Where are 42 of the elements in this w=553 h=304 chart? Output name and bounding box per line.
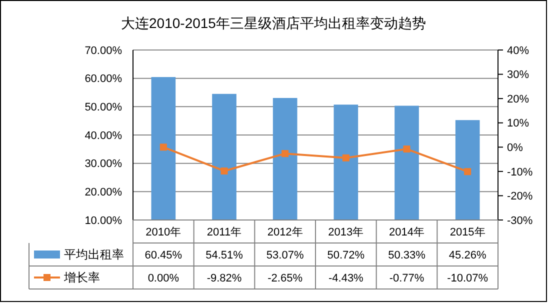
y2-tick-label: -30% xyxy=(507,214,533,227)
point xyxy=(403,146,410,153)
y-tick-label: 20.00% xyxy=(84,186,122,199)
data-label: 50.33% xyxy=(388,249,426,262)
y-tick-label: 10.00% xyxy=(84,214,122,227)
data-label: -2.65% xyxy=(268,272,303,284)
y-tick-label: 60.00% xyxy=(84,73,122,86)
x-tick-label: 2014年 xyxy=(389,226,424,238)
legend-label: 平均出租率 xyxy=(64,248,124,262)
data-label: -10.07% xyxy=(447,272,488,284)
point xyxy=(282,150,289,158)
point xyxy=(160,144,167,151)
y-tick-label: 50.00% xyxy=(84,102,122,114)
y2-tick-label: 10% xyxy=(507,118,530,130)
data-label: -9.82% xyxy=(206,272,242,284)
legend-label: 增长率 xyxy=(63,270,100,285)
point xyxy=(220,167,228,174)
data-label: 54.51% xyxy=(206,249,244,262)
data-label: 60.45% xyxy=(144,249,182,262)
x-tick-label: 2015年 xyxy=(450,226,486,238)
y-tick-label: 70.00% xyxy=(84,44,122,57)
x-tick-label: 2011年 xyxy=(206,226,242,238)
chart-title: 大连2010-2015年三星级酒店平均出租率变动趋势 xyxy=(121,15,426,31)
data-label: 50.72% xyxy=(327,249,365,262)
y2-tick-label: 30% xyxy=(507,69,530,82)
x-tick-label: 2010年 xyxy=(146,226,182,238)
y2-tick-label: 0% xyxy=(507,142,524,154)
y2-tick-label: -10% xyxy=(507,166,533,178)
x-tick-label: 2013年 xyxy=(328,226,364,238)
point xyxy=(342,154,350,162)
y2-tick-label: 20% xyxy=(507,93,530,106)
x-tick-label: 2012年 xyxy=(267,226,303,238)
y2-tick-label: 40% xyxy=(507,44,530,57)
y-tick-label: 30.00% xyxy=(84,158,122,170)
y2-tick-label: -20% xyxy=(507,190,533,203)
data-label: 45.26% xyxy=(448,249,486,262)
data-label: 53.07% xyxy=(266,249,304,262)
data-label: 0.00% xyxy=(148,272,180,284)
y-tick-label: 40.00% xyxy=(84,130,122,142)
data-label: -0.77% xyxy=(389,272,424,284)
point xyxy=(464,168,472,176)
data-label: -4.43% xyxy=(328,272,364,284)
